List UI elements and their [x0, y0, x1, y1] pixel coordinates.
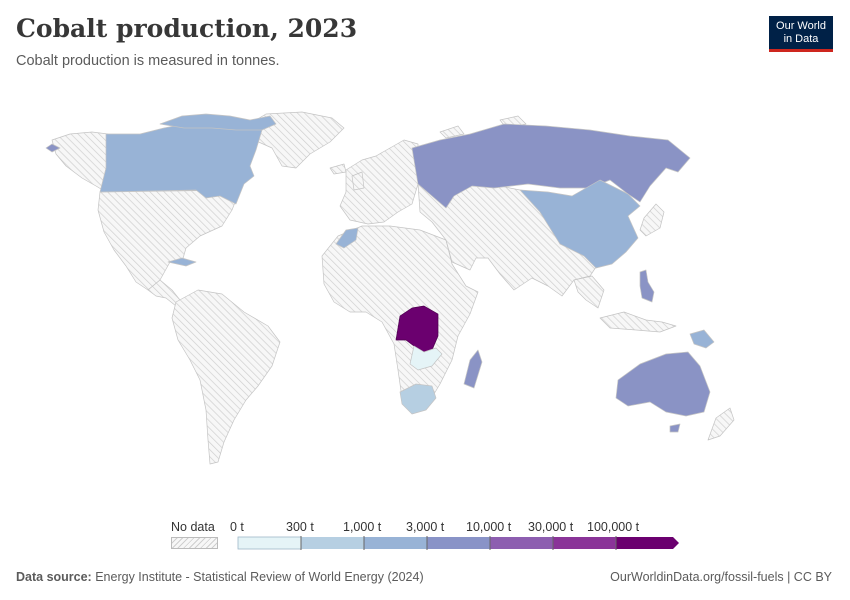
china-region[interactable] — [519, 179, 641, 269]
legend-color-scale — [237, 536, 679, 550]
cuba-region[interactable] — [167, 257, 197, 267]
russia-region[interactable] — [411, 123, 691, 209]
zambia-region[interactable] — [409, 345, 443, 371]
legend-no-data-label: No data — [171, 520, 215, 534]
legend-bin-label-6: 100,000 t — [587, 520, 640, 534]
legend-swatch-4 — [490, 537, 553, 549]
philippines-region[interactable] — [639, 269, 655, 303]
legend-swatch-5 — [553, 537, 616, 549]
usa-mexico-region[interactable] — [97, 189, 241, 291]
iceland-uk-region[interactable] — [329, 163, 365, 191]
southeast-asia-region[interactable] — [573, 275, 677, 333]
chart-title: Cobalt production, 2023 — [16, 14, 358, 43]
legend-bin-label-0: 0 t — [230, 520, 244, 534]
chart-subtitle: Cobalt production is measured in tonnes. — [16, 53, 280, 69]
footer-credit[interactable]: OurWorldinData.org/fossil-fuels | CC BY — [610, 570, 832, 584]
source-label: Data source: — [16, 570, 92, 584]
new-zealand-region[interactable] — [707, 407, 735, 441]
japan-region[interactable] — [639, 203, 665, 237]
legend-swatch-6 — [616, 537, 679, 549]
aleutian-region[interactable] — [45, 143, 61, 153]
world-map — [45, 111, 735, 465]
morocco-region[interactable] — [335, 227, 359, 249]
australia-region[interactable] — [615, 351, 711, 417]
legend-swatch-3 — [427, 537, 490, 549]
legend-swatch-0 — [237, 536, 302, 550]
south-america-region[interactable] — [171, 289, 281, 465]
alaska-region[interactable] — [51, 131, 109, 193]
legend-bin-label-1: 300 t — [286, 520, 314, 534]
legend-swatch-1 — [301, 537, 364, 549]
legend-bin-label-5: 30,000 t — [528, 520, 574, 534]
legend-swatch-2 — [364, 537, 427, 549]
source-text[interactable]: Energy Institute - Statistical Review of… — [95, 570, 424, 584]
legend-bin-label-4: 10,000 t — [466, 520, 512, 534]
owid-logo[interactable]: Our World in Data — [769, 16, 833, 52]
tasmania-region[interactable] — [669, 423, 681, 433]
logo-line-2: in Data — [783, 32, 819, 45]
papua-new-guinea-region[interactable] — [689, 329, 715, 349]
legend-bin-label-3: 3,000 t — [406, 520, 445, 534]
legend-no-data-swatch — [171, 537, 218, 549]
logo-line-1: Our World — [776, 19, 826, 32]
legend-bin-label-2: 1,000 t — [343, 520, 382, 534]
south-africa-region[interactable] — [399, 383, 437, 415]
europe-region[interactable] — [339, 139, 419, 225]
footer-source: Data source: Energy Institute - Statisti… — [16, 570, 424, 584]
madagascar-region[interactable] — [463, 349, 483, 389]
canada-arctic-islands[interactable] — [159, 113, 277, 131]
